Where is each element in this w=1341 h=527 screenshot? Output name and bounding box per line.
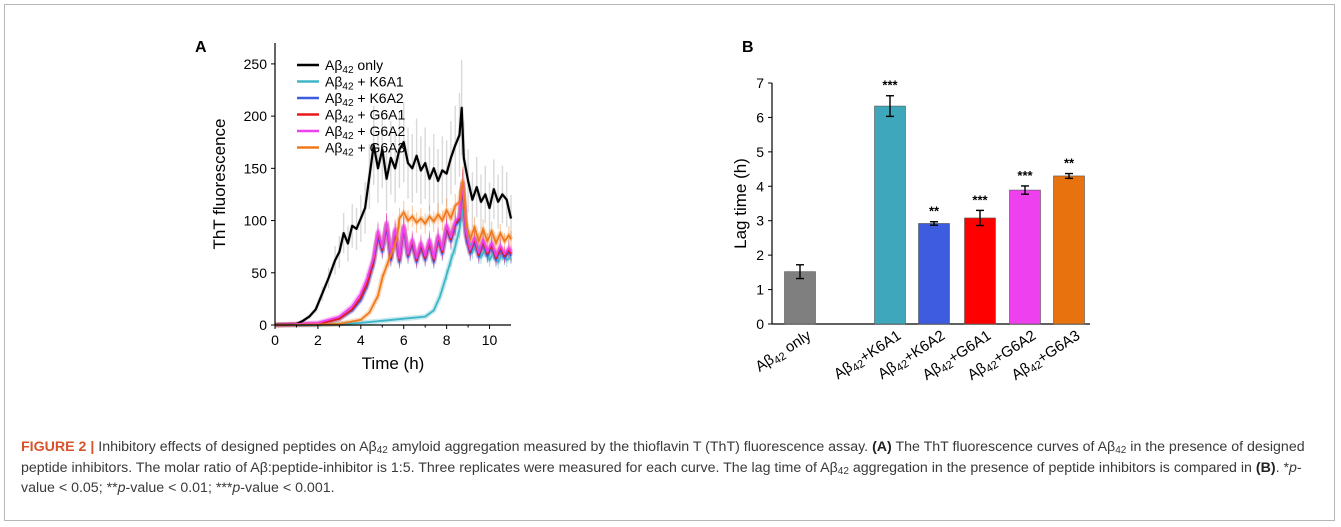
y-tick-label: 7 (756, 75, 764, 91)
x-tick-label: 2 (314, 332, 322, 348)
caption-panel-ref-b: (B) (1255, 459, 1276, 476)
caption-panel-ref-a: (A) (872, 439, 892, 455)
panel-a-label: A (195, 39, 207, 56)
caption-text: Inhibitory effects of designed peptides … (94, 439, 377, 455)
y-tick-label: 6 (756, 109, 764, 125)
y-tick-label: 0 (259, 317, 267, 333)
y-tick-label: 100 (244, 213, 268, 229)
caption-text: -value < 0.001. (240, 480, 335, 496)
x-tick-label: 8 (443, 332, 451, 348)
x-tick-label: 6 (400, 332, 408, 348)
caption-text: -value < 0.05; ** (21, 459, 1302, 497)
legend-label: Aβ42 + G6A1 (325, 107, 405, 126)
significance-label: *** (972, 192, 988, 207)
x-axis-title: Time (h) (362, 354, 425, 373)
legend-label: Aβ42 + K6A2 (325, 90, 404, 109)
y-tick-label: 50 (251, 265, 267, 281)
panel-b-label: B (742, 39, 754, 56)
x-category-label: Aβ42 only (752, 327, 815, 377)
y-tick-label: 5 (756, 144, 764, 160)
series-line (274, 106, 513, 327)
caption-text: in the presence of designed peptide inhi… (21, 439, 1305, 476)
significance-label: *** (1017, 168, 1033, 183)
y-tick-label: 2 (756, 247, 764, 263)
significance-label: ** (1064, 156, 1075, 171)
y-tick-label: 3 (756, 213, 764, 229)
legend-label: Aβ42 only (325, 57, 383, 76)
caption-subscript: 42 (837, 465, 849, 477)
caption-figure-label: FIGURE 2 | (21, 439, 95, 455)
figure-frame: A B 0 50 100 150 200 250 0 2 4 6 8 10 Time (h) ThT fl… (4, 4, 1335, 521)
y-axis-title: Lag time (h) (731, 158, 750, 249)
caption-subscript: 42 (1115, 445, 1127, 456)
bar (784, 271, 816, 325)
y-tick-label: 0 (756, 316, 764, 332)
y-tick-label: 1 (756, 282, 764, 298)
y-tick-label: 150 (244, 160, 268, 176)
caption-text: The ThT fluorescence curves of Aβ (891, 439, 1116, 455)
caption-p: p (232, 480, 241, 496)
y-tick-label: 4 (756, 178, 764, 194)
significance-label: *** (882, 78, 898, 93)
bar (874, 105, 906, 325)
bar (1053, 175, 1085, 325)
caption-text: aggregation in the presence of peptide i… (848, 459, 1256, 476)
caption-text: . * (1275, 459, 1289, 476)
x-tick-label: 4 (357, 332, 365, 348)
y-tick-label: 250 (244, 56, 268, 72)
caption-text: -value < 0.01; *** (125, 480, 233, 496)
significance-label: ** (929, 204, 940, 219)
x-tick-label: 10 (482, 332, 498, 348)
caption-p: p (1288, 459, 1297, 476)
caption-p: p (117, 480, 126, 496)
bar (918, 223, 950, 325)
caption-text: amyloid aggregation measured by the thio… (387, 439, 873, 455)
line-chart-panel-a: 0 50 100 150 200 250 0 2 4 6 8 10 Time (h) ThT fluore… (210, 43, 514, 373)
legend-label: Aβ42 + G6A2 (325, 123, 405, 142)
legend-label: Aβ42 + G6A3 (325, 140, 405, 159)
y-tick-label: 200 (244, 108, 268, 124)
series-line (274, 180, 512, 326)
figure-caption: FIGURE 2 | Inhibitory effects of designe… (21, 437, 1321, 499)
legend-label: Aβ42 + K6A1 (325, 74, 404, 93)
x-tick-label: 0 (271, 332, 279, 348)
caption-subscript: 42 (376, 445, 388, 456)
bar (964, 217, 996, 325)
bar (1009, 189, 1041, 325)
series-line (274, 182, 512, 326)
y-axis-title: ThT fluorescence (210, 118, 229, 249)
